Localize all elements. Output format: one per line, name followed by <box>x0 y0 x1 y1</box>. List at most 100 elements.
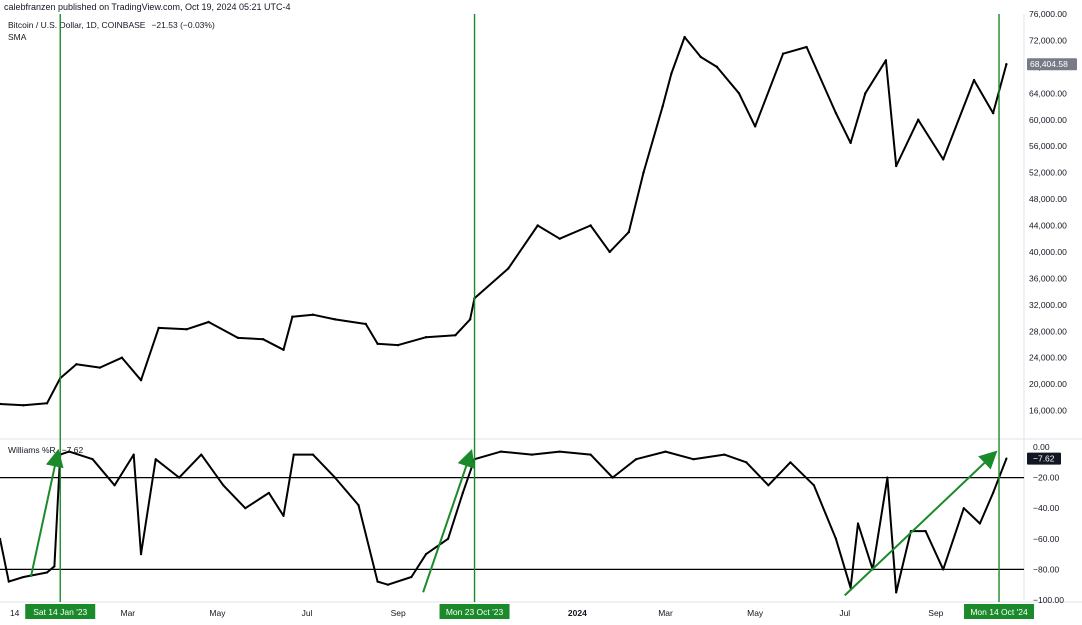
price-point <box>670 72 673 75</box>
price-point <box>507 267 510 270</box>
price-tick-label: 52,000.00 <box>1029 168 1067 178</box>
williams-point <box>942 568 945 571</box>
williams-point <box>886 476 889 479</box>
price-point <box>1005 63 1008 66</box>
price-point <box>834 111 838 115</box>
price-point <box>941 158 945 161</box>
time-tick-label: Jul <box>302 608 313 618</box>
williams-value-label: −7.62 <box>1033 454 1055 464</box>
price-tick-label: 72,000.00 <box>1029 35 1067 45</box>
williams-legend: Williams %R −7.62 <box>8 445 83 455</box>
williams-point <box>558 450 561 453</box>
williams-point <box>767 484 770 487</box>
williams-point <box>178 476 181 479</box>
williams-point <box>611 476 614 479</box>
current-price-label: 68,404.58 <box>1030 59 1068 69</box>
price-pane[interactable]: 16,000.00 20,000.00 24,000.00 28,000.00 32,0… <box>0 9 1077 416</box>
time-axis[interactable]: 14 Mar May Jul Sep 2024 Mar May Jul Sep Sat 14 Jan… <box>10 604 1035 619</box>
time-tick-label: Jul <box>839 608 850 618</box>
williams-point <box>924 530 927 533</box>
price-point <box>627 230 630 234</box>
williams-point <box>789 461 792 464</box>
williams-point <box>91 458 94 461</box>
price-tick-label: 76,000.00 <box>1029 9 1067 19</box>
price-point <box>0 402 2 406</box>
price-point <box>157 326 160 330</box>
time-tick-label: May <box>747 608 764 618</box>
williams-point <box>856 522 860 525</box>
williams-point <box>0 537 2 540</box>
williams-value-badge <box>1027 452 1061 465</box>
williams-tick-label: −60.00 <box>1033 534 1060 544</box>
williams-point <box>424 553 428 556</box>
price-tick-label: 20,000.00 <box>1029 379 1067 389</box>
price-tick-label: 60,000.00 <box>1029 115 1067 125</box>
price-point <box>261 337 265 341</box>
time-tick-label: Mar <box>658 608 673 618</box>
price-tick-label: 64,000.00 <box>1029 88 1067 98</box>
williams-point <box>67 450 71 453</box>
williams-point <box>895 591 898 594</box>
price-point <box>715 65 719 69</box>
price-point <box>917 118 920 121</box>
price-point <box>884 59 888 62</box>
price-tick-label: 44,000.00 <box>1029 221 1067 231</box>
price-point <box>396 343 400 347</box>
price-series-line[interactable] <box>0 36 1008 407</box>
williams-point <box>664 450 667 453</box>
price-tick-label: 36,000.00 <box>1029 273 1067 283</box>
price-tick-label: 56,000.00 <box>1029 141 1067 151</box>
williams-r-pane[interactable]: 0.00 −20.00 −40.00 −60.00 −80.00 −100.00 −7.62 <box>0 442 1064 605</box>
williams-name: Williams %R <box>8 445 56 455</box>
time-tick-label: May <box>209 608 226 618</box>
price-point <box>468 318 472 321</box>
price-point <box>608 250 611 254</box>
williams-point <box>692 458 695 461</box>
williams-tick-label: −20.00 <box>1033 473 1060 483</box>
price-point <box>737 92 741 95</box>
williams-point <box>834 537 838 540</box>
williams-point <box>1005 457 1008 460</box>
price-point <box>849 141 852 145</box>
price-point <box>589 224 592 227</box>
price-point <box>781 52 785 55</box>
williams-point <box>45 571 49 574</box>
williams-point <box>812 484 816 487</box>
williams-point <box>222 484 225 487</box>
price-point <box>972 78 976 82</box>
williams-tick-label: −80.00 <box>1033 564 1060 574</box>
price-point <box>454 334 457 337</box>
symbol-name: Bitcoin / U.S. Dollar, 1D, COINBASE <box>8 20 146 30</box>
williams-point <box>267 491 270 494</box>
price-point <box>864 92 867 95</box>
trend-arrow <box>29 448 64 578</box>
price-point <box>291 315 294 318</box>
date-marker-label: Sat 14 Jan '23 <box>33 607 87 617</box>
price-point <box>558 237 561 240</box>
williams-point <box>333 476 337 479</box>
price-point <box>207 320 210 324</box>
date-marker-label: Mon 23 Oct '23 <box>446 607 504 617</box>
price-point <box>45 402 49 405</box>
williams-point <box>446 537 450 540</box>
price-point <box>98 366 102 369</box>
price-point <box>333 318 337 321</box>
williams-r-line[interactable] <box>0 450 1008 594</box>
williams-value: −7.62 <box>61 445 84 455</box>
williams-point <box>357 504 360 507</box>
williams-point <box>635 458 638 461</box>
price-point <box>139 378 143 382</box>
trend-arrow <box>844 450 998 597</box>
williams-tick-label: −40.00 <box>1033 503 1060 513</box>
time-tick-label: Mar <box>120 608 135 618</box>
williams-point <box>292 453 295 456</box>
price-tick-label: 28,000.00 <box>1029 326 1067 336</box>
date-marker-label: Mon 14 Oct '24 <box>970 607 1028 617</box>
price-point <box>236 336 240 340</box>
williams-point <box>499 450 503 453</box>
time-tick-label: 2024 <box>568 608 587 618</box>
chart-frame <box>0 14 1082 603</box>
williams-point <box>244 507 247 510</box>
price-point <box>424 335 428 339</box>
